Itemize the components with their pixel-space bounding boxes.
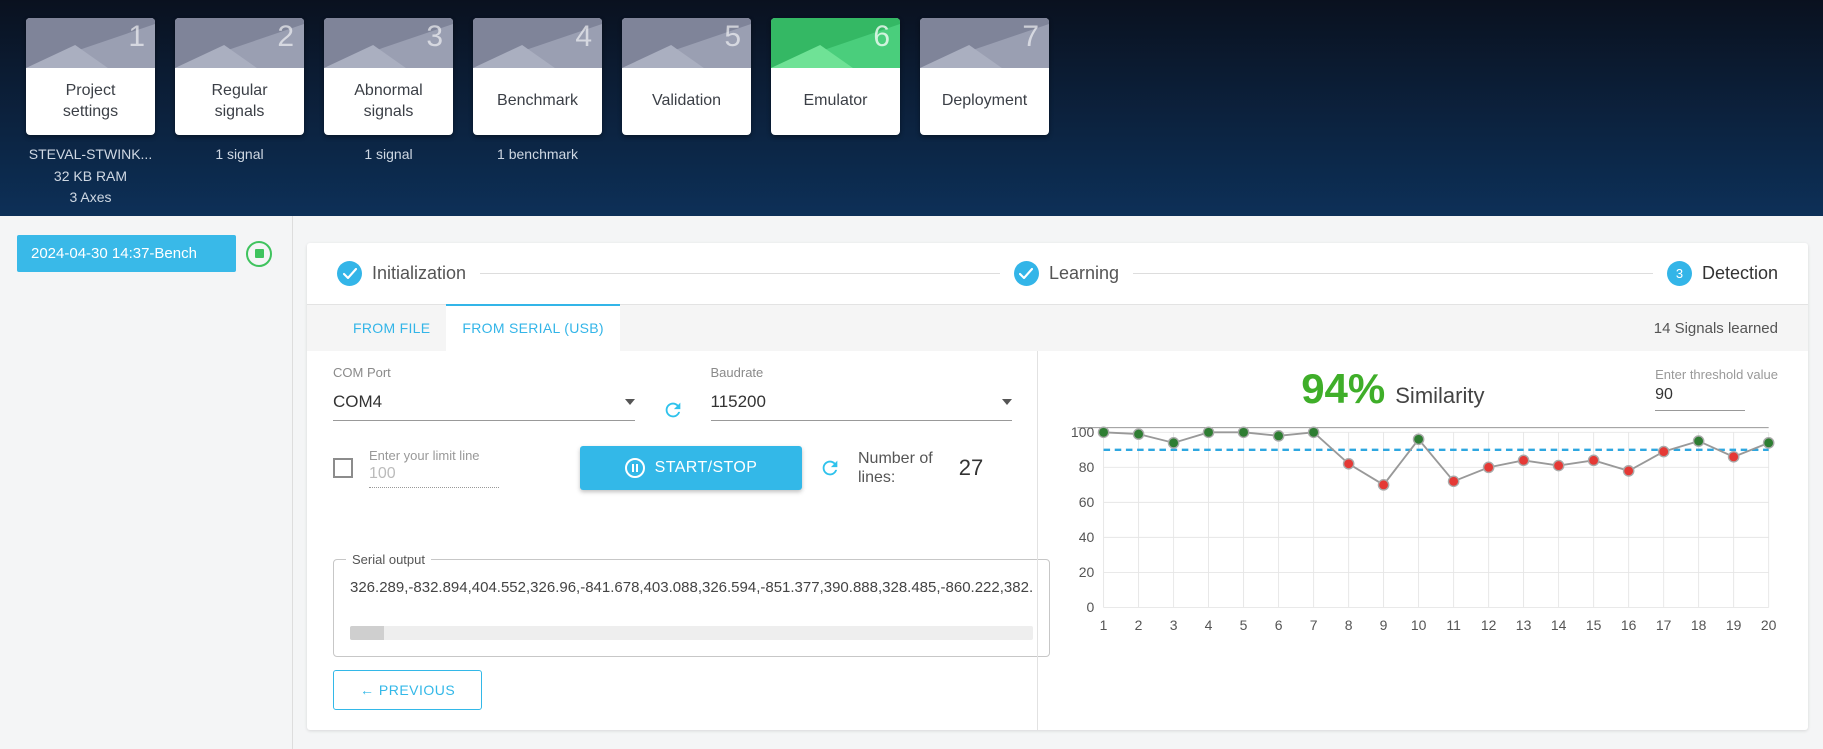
svg-text:4: 4 <box>1205 617 1213 633</box>
svg-text:5: 5 <box>1240 617 1248 633</box>
svg-text:60: 60 <box>1079 494 1095 510</box>
svg-text:6: 6 <box>1275 617 1283 633</box>
svg-text:9: 9 <box>1380 617 1388 633</box>
svg-text:17: 17 <box>1656 617 1672 633</box>
svg-text:20: 20 <box>1761 617 1777 633</box>
svg-text:14: 14 <box>1551 617 1567 633</box>
svg-text:8: 8 <box>1345 617 1353 633</box>
svg-text:11: 11 <box>1446 617 1461 633</box>
svg-text:2: 2 <box>1135 617 1143 633</box>
svg-text:10: 10 <box>1411 617 1427 633</box>
svg-text:12: 12 <box>1481 617 1497 633</box>
svg-text:3: 3 <box>1170 617 1178 633</box>
svg-text:16: 16 <box>1621 617 1637 633</box>
svg-text:19: 19 <box>1726 617 1742 633</box>
svg-text:20: 20 <box>1079 564 1095 580</box>
svg-text:40: 40 <box>1079 529 1095 545</box>
svg-text:13: 13 <box>1516 617 1532 633</box>
svg-text:1: 1 <box>1100 617 1108 633</box>
svg-text:18: 18 <box>1691 617 1707 633</box>
svg-text:100: 100 <box>1071 424 1095 440</box>
svg-text:80: 80 <box>1079 459 1095 475</box>
svg-text:7: 7 <box>1310 617 1318 633</box>
svg-text:15: 15 <box>1586 617 1602 633</box>
svg-text:0: 0 <box>1086 599 1094 615</box>
